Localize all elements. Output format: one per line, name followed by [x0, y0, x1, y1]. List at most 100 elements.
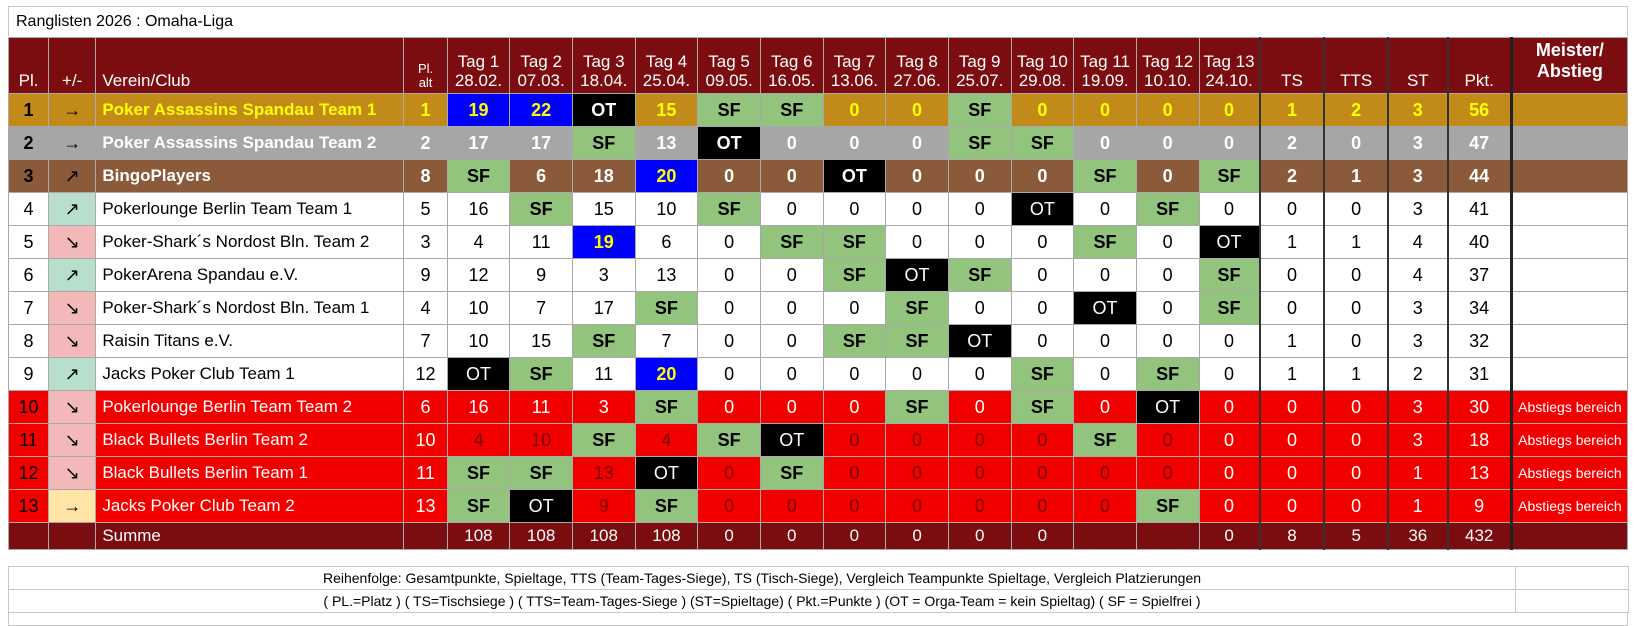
day-result-cell: OT — [509, 489, 573, 523]
header-day-tag: Tag 8 — [896, 52, 938, 71]
day-result-cell: 0 — [1198, 93, 1261, 127]
day-result-cell: SF — [509, 192, 573, 226]
day-result-cell: 0 — [1010, 489, 1075, 523]
movement-cell: ↗ — [48, 159, 97, 193]
header-day-3: Tag 3 18.04. — [571, 37, 636, 94]
sum-day-cell: 108 — [509, 522, 573, 550]
header-pl: Pl. — [7, 37, 50, 94]
day-result-cell: 15 — [634, 93, 699, 127]
sum-row: Summe 108 108 108 108 0 0 0 0 0 0 0 8 5 36 432 — [7, 522, 1629, 550]
day-result-cell: 0 — [1198, 489, 1261, 523]
day-result-cell: SF — [634, 390, 699, 424]
header-day-date: 25.07. — [956, 71, 1004, 90]
club-name-cell: Poker Assassins Spandau Team 2 — [95, 126, 405, 160]
movement-cell: ↘ — [48, 423, 97, 457]
day-result-cell: 0 — [1073, 258, 1137, 292]
day-result-cell: 0 — [759, 390, 824, 424]
day-result-cell: 22 — [509, 93, 573, 127]
header-day-7: Tag 7 13.06. — [822, 37, 887, 94]
status-cell — [1509, 93, 1629, 127]
day-result-cell: 0 — [1135, 126, 1200, 160]
status-cell: Abstiegs bereich — [1509, 489, 1629, 523]
header-day-date: 27.06. — [893, 71, 941, 90]
day-result-cell: 0 — [1073, 126, 1137, 160]
movement-cell: ↗ — [48, 258, 97, 292]
day-result-cell: 0 — [1135, 456, 1200, 490]
status-cell — [1509, 126, 1629, 160]
game-days-cell: 3 — [1387, 423, 1449, 457]
day-result-cell: OT — [697, 126, 761, 160]
legend-order: Reihenfolge: Gesamtpunkte, Spieltage, TT… — [8, 566, 1516, 590]
previous-rank-cell: 7 — [403, 324, 448, 358]
team-day-wins-cell: 1 — [1323, 357, 1389, 391]
rank-cell: 7 — [7, 291, 50, 325]
day-result-cell: 0 — [947, 159, 1012, 193]
day-result-cell: SF — [1010, 357, 1075, 391]
day-result-cell: 4 — [446, 225, 511, 259]
team-day-wins-cell: 0 — [1323, 291, 1389, 325]
table-row: 11 ↘ Black Bullets Berlin Team 2 10 4 10 SF 4 SF… — [7, 423, 1629, 457]
day-result-cell: 13 — [571, 456, 636, 490]
header-day-date: 24.10. — [1205, 71, 1253, 90]
day-result-cell: SF — [634, 489, 699, 523]
day-result-cell: 7 — [634, 324, 699, 358]
day-result-cell: 4 — [634, 423, 699, 457]
previous-rank-cell: 8 — [403, 159, 448, 193]
day-result-cell: 0 — [1135, 225, 1200, 259]
club-name-cell: Pokerlounge Berlin Team Team 2 — [95, 390, 405, 424]
day-result-cell: 0 — [947, 489, 1012, 523]
sum-st: 36 — [1387, 522, 1449, 550]
points-cell: 30 — [1446, 390, 1512, 424]
header-day-4: Tag 4 25.04. — [634, 37, 699, 94]
rank-cell: 9 — [7, 357, 50, 391]
day-result-cell: 0 — [697, 489, 761, 523]
table-row: 8 ↘ Raisin Titans e.V. 7 10 15 SF 7 0 0 SF SF OT 0 0 0 0… — [7, 324, 1629, 358]
day-result-cell: 0 — [822, 192, 887, 226]
team-day-wins-cell: 1 — [1323, 225, 1389, 259]
club-name-cell: Poker Assassins Spandau Team 1 — [95, 93, 405, 127]
rank-cell: 5 — [7, 225, 50, 259]
day-result-cell: 0 — [822, 291, 887, 325]
club-name-cell: Jacks Poker Club Team 2 — [95, 489, 405, 523]
team-day-wins-cell: 0 — [1323, 489, 1389, 523]
table-row: 6 ↗ PokerArena Spandau e.V. 9 12 9 3 13 0 0 SF OT SF… — [7, 258, 1629, 292]
sum-blank — [7, 522, 50, 550]
sum-blank — [48, 522, 97, 550]
day-result-cell: 18 — [571, 159, 636, 193]
movement-cell: ↘ — [48, 456, 97, 490]
day-result-cell: 10 — [446, 291, 511, 325]
day-result-cell: 13 — [634, 126, 699, 160]
previous-rank-cell: 12 — [403, 357, 448, 391]
day-result-cell: 15 — [509, 324, 573, 358]
day-result-cell: SF — [947, 93, 1012, 127]
day-result-cell: SF — [1135, 357, 1200, 391]
day-result-cell: 10 — [634, 192, 699, 226]
header-day-date: 25.04. — [642, 71, 691, 90]
day-result-cell: 0 — [1010, 456, 1075, 490]
day-result-cell: SF — [1135, 192, 1200, 226]
day-result-cell: OT — [1198, 225, 1261, 259]
team-day-wins-cell: 0 — [1323, 126, 1389, 160]
table-wins-cell: 1 — [1258, 324, 1325, 358]
day-result-cell: 11 — [509, 390, 573, 424]
previous-rank-cell: 6 — [403, 390, 448, 424]
movement-cell: ↗ — [48, 192, 97, 226]
day-result-cell: 0 — [1010, 93, 1075, 127]
rank-cell: 8 — [7, 324, 50, 358]
day-result-cell: 15 — [571, 192, 636, 226]
day-result-cell: 0 — [1010, 324, 1075, 358]
header-day-tag: Tag 13 — [1203, 52, 1255, 71]
day-result-cell: 0 — [759, 291, 824, 325]
club-name-cell: Jacks Poker Club Team 1 — [95, 357, 405, 391]
table-row: 2 → Poker Assassins Spandau Team 2 2 17 17 SF 1… — [7, 126, 1629, 160]
team-day-wins-cell: 2 — [1323, 93, 1389, 127]
day-result-cell: SF — [509, 357, 573, 391]
header-pkt: Pkt. — [1446, 37, 1512, 94]
status-cell: Abstiegs bereich — [1509, 456, 1629, 490]
day-result-cell: 10 — [509, 423, 573, 457]
day-result-cell: 6 — [509, 159, 573, 193]
day-result-cell: 0 — [759, 159, 824, 193]
header-day-date: 18.04. — [580, 71, 628, 90]
day-result-cell: SF — [571, 423, 636, 457]
